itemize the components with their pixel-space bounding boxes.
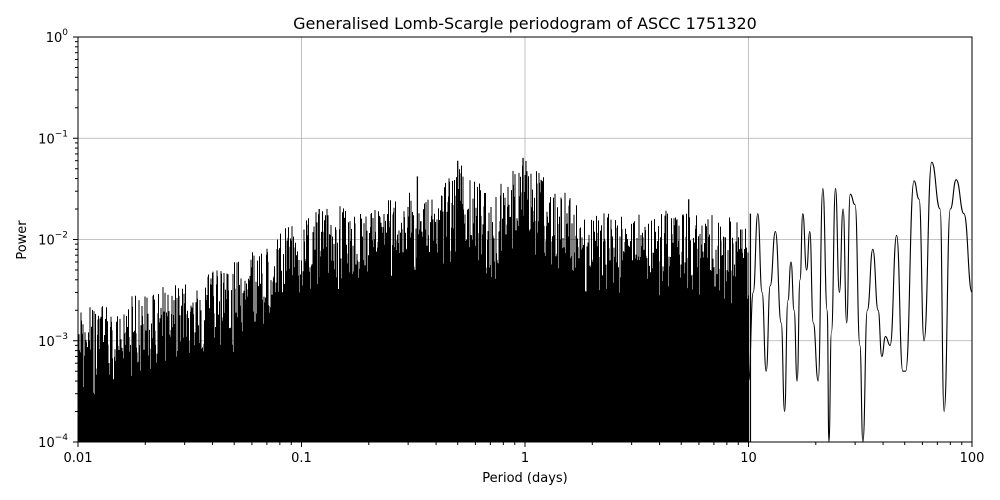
x-tick-label: 1 bbox=[521, 451, 529, 466]
y-tick-label: 10−3 bbox=[38, 332, 68, 350]
periodogram-dense-trace bbox=[78, 161, 749, 442]
x-tick-label: 100 bbox=[960, 451, 985, 466]
y-tick-label: 10−4 bbox=[38, 433, 68, 451]
y-axis-label: Power bbox=[15, 220, 30, 260]
data-layer bbox=[78, 157, 972, 442]
y-tick-label: 10−2 bbox=[38, 231, 68, 249]
x-tick-label: 10 bbox=[740, 451, 757, 466]
periodogram-long-period-curve bbox=[747, 161, 972, 442]
x-axis-label: Period (days) bbox=[482, 471, 568, 486]
axis-ticks: 0.01 0.1 1 10 100 10−4 10−3 10−2 10−1 100 bbox=[38, 28, 984, 466]
x-tick-label: 0.01 bbox=[64, 451, 93, 466]
x-tick-label: 0.1 bbox=[291, 451, 312, 466]
y-tick-label: 100 bbox=[46, 28, 69, 46]
y-tick-label: 10−1 bbox=[38, 129, 68, 147]
chart-title: Generalised Lomb-Scargle periodogram of … bbox=[293, 14, 757, 33]
